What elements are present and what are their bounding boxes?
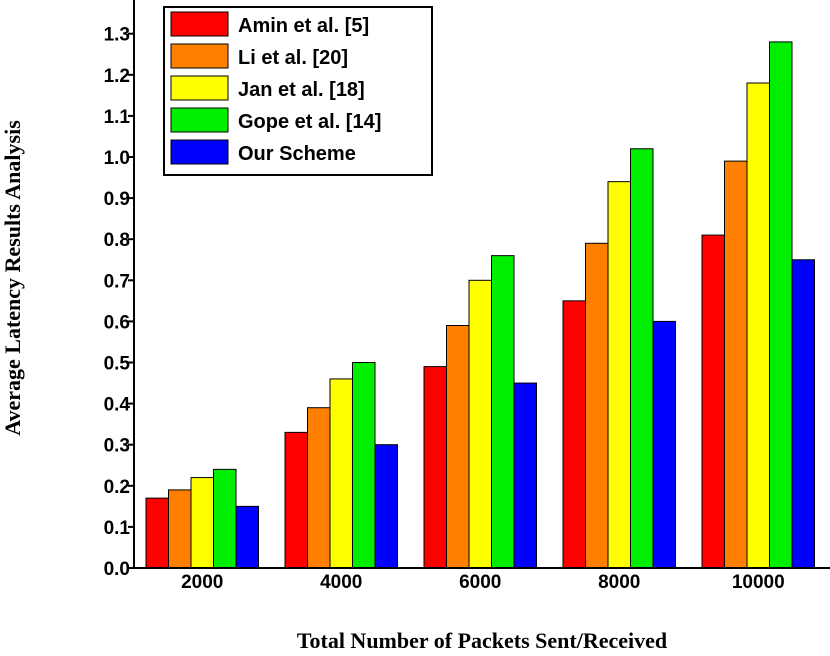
axes-group	[133, 0, 830, 569]
bar-10000-series-2	[746, 82, 770, 569]
x-ticks-group: 2000 4000 6000 8000 10000	[181, 572, 785, 593]
x-tick-label: 8000	[598, 572, 640, 593]
bar-6000-series-1	[446, 325, 470, 569]
bar-8000-series-4	[652, 320, 676, 569]
y-tick-label: 0.4	[104, 395, 131, 416]
bar-2000-series-2	[190, 477, 214, 569]
bar-4000-series-1	[307, 407, 331, 569]
legend-label-2: Jan et al. [18]	[238, 79, 365, 101]
legend-swatch-1	[170, 43, 229, 69]
y-tick-label: 0.6	[104, 312, 130, 333]
y-tick-label: 0.7	[104, 271, 130, 292]
bar-10000-series-1	[724, 160, 748, 569]
x-axis-title: Total Number of Packets Sent/Received	[297, 628, 667, 653]
bar-8000-series-3	[630, 148, 654, 569]
legend-label-3: Gope et al. [14]	[238, 111, 381, 133]
bar-8000-series-0	[562, 300, 586, 569]
y-tick-label: 1.0	[104, 148, 130, 169]
bar-2000-series-0	[145, 497, 169, 569]
legend-label-4: Our Scheme	[238, 143, 356, 165]
bar-4000-series-2	[329, 378, 353, 569]
bar-8000-series-1	[585, 242, 609, 569]
y-axis-title: Average Latency Results Analysis	[0, 120, 25, 436]
bar-10000-series-3	[769, 41, 793, 569]
y-tick-label: 1.2	[104, 66, 130, 87]
x-tick-label: 4000	[320, 572, 362, 593]
y-tick-label: 0.9	[104, 189, 130, 210]
bar-2000-series-3	[213, 468, 237, 569]
y-tick-label: 0.8	[104, 230, 130, 251]
y-tick-label: 0.0	[104, 559, 130, 580]
legend-label-0: Amin et al. [5]	[238, 15, 369, 37]
bar-2000-series-4	[235, 505, 259, 569]
x-tick-label: 2000	[181, 572, 223, 593]
legend: Amin et al. [5] Li et al. [20] Jan et al. …	[163, 6, 433, 176]
bar-6000-series-3	[491, 255, 515, 569]
legend-swatch-3	[170, 107, 229, 133]
legend-swatch-0	[170, 11, 229, 37]
bars-group	[145, 41, 815, 569]
bar-2000-series-1	[168, 489, 192, 569]
y-tick-label: 0.2	[104, 477, 130, 498]
bar-4000-series-4	[374, 444, 398, 569]
bar-4000-series-3	[352, 362, 376, 569]
x-tick-label: 6000	[459, 572, 501, 593]
bar-10000-series-4	[791, 259, 815, 569]
bar-10000-series-0	[701, 234, 725, 569]
bar-6000-series-2	[468, 279, 492, 569]
legend-label-1: Li et al. [20]	[238, 47, 348, 69]
x-tick-label: 10000	[732, 572, 785, 593]
legend-swatch-2	[170, 75, 229, 101]
bar-6000-series-4	[513, 382, 537, 569]
bar-4000-series-0	[284, 431, 308, 569]
y-tick-label: 0.5	[104, 354, 131, 375]
y-tick-label: 1.1	[104, 107, 131, 128]
y-tick-label: 1.3	[104, 25, 130, 46]
bar-8000-series-2	[607, 181, 631, 569]
bar-6000-series-0	[423, 366, 447, 569]
y-tick-label: 0.1	[104, 518, 131, 539]
y-tick-label: 0.3	[104, 436, 130, 457]
y-ticks-group: 0.0 0.1 0.2 0.3 0.4 0.5 0.6 0.7 0.8 0.9 1.0 1.1 1.2 1…	[104, 25, 134, 580]
legend-swatch-4	[170, 139, 229, 165]
